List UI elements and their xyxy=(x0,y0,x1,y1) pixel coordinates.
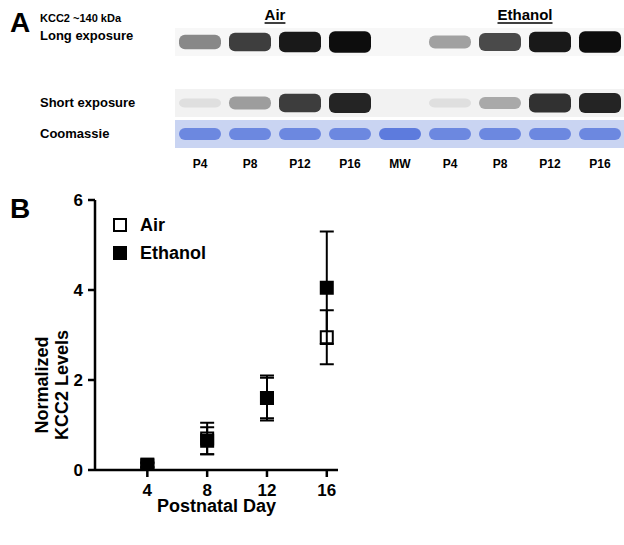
band xyxy=(529,32,571,53)
error-cap xyxy=(200,426,214,428)
error-cap xyxy=(260,375,274,377)
legend-marker xyxy=(114,219,126,231)
band xyxy=(579,93,621,113)
lane-label: P8 xyxy=(243,157,258,171)
band xyxy=(179,128,221,140)
error-cap xyxy=(320,363,334,365)
y-tick xyxy=(88,199,95,202)
error-bar xyxy=(200,427,214,454)
band xyxy=(579,128,621,140)
group-title: Ethanol xyxy=(498,6,553,23)
band xyxy=(579,31,621,52)
band xyxy=(429,36,471,49)
lane-label: MW xyxy=(389,157,411,171)
x-tick-label: 16 xyxy=(317,481,336,500)
point xyxy=(141,460,153,471)
legend: Air Ethanol xyxy=(114,215,206,263)
y-tick-label: 2 xyxy=(74,371,83,390)
band xyxy=(429,98,471,107)
error-cap xyxy=(320,231,334,233)
band xyxy=(229,33,271,52)
error-cap xyxy=(200,422,214,424)
y-axis xyxy=(94,200,97,470)
lane-label: P16 xyxy=(339,157,361,171)
lane-label: P4 xyxy=(193,157,208,171)
panel-label: B xyxy=(10,193,30,224)
error-cap xyxy=(200,453,214,455)
point xyxy=(261,392,273,404)
blot-strip xyxy=(175,28,624,56)
legend-label: Air xyxy=(140,215,165,235)
error-cap xyxy=(320,343,334,345)
x-tick-label: 4 xyxy=(143,481,153,500)
band xyxy=(229,128,271,140)
error-cap xyxy=(260,420,274,422)
point xyxy=(261,392,273,404)
band xyxy=(329,128,371,140)
y-tick xyxy=(88,289,95,292)
x-tick xyxy=(326,470,329,477)
group-underline xyxy=(265,22,286,24)
band xyxy=(179,35,221,49)
group-title: Air xyxy=(265,6,286,23)
lane-label: P4 xyxy=(443,157,458,171)
point xyxy=(141,459,153,470)
band xyxy=(179,98,221,107)
point xyxy=(321,282,333,294)
series xyxy=(140,310,333,470)
error-cap xyxy=(200,453,214,455)
x-axis-label: Postnatal Day xyxy=(157,496,276,516)
band xyxy=(479,128,521,140)
band xyxy=(429,128,471,140)
y-tick-label: 4 xyxy=(74,281,84,300)
x-tick xyxy=(206,470,209,477)
band xyxy=(379,128,421,140)
blot-strip xyxy=(175,120,624,148)
series xyxy=(140,232,333,471)
x-axis xyxy=(95,469,338,472)
error-bar xyxy=(200,423,214,455)
legend-marker xyxy=(114,247,126,259)
y-axis-label: Normalized xyxy=(32,336,52,433)
band xyxy=(329,93,371,113)
lane-label: P12 xyxy=(289,157,311,171)
lane-label: P8 xyxy=(493,157,508,171)
plot-area xyxy=(140,232,333,471)
row-label: Coomassie xyxy=(40,126,109,141)
blot-strip xyxy=(175,89,624,117)
point xyxy=(201,435,213,447)
band xyxy=(279,32,321,53)
y-tick-label: 6 xyxy=(74,191,83,210)
y-axis-label: KCC2 Levels xyxy=(52,330,72,440)
row-label: Long exposure xyxy=(40,28,133,43)
error-bar xyxy=(320,232,334,345)
band xyxy=(529,128,571,140)
band xyxy=(329,31,371,52)
legend-label: Ethanol xyxy=(140,243,206,263)
row-label: Short exposure xyxy=(40,95,135,110)
lane-label: P12 xyxy=(539,157,561,171)
figure: A KCC2 ~140 kDa Air Ethanol Long exposure Sho… xyxy=(0,0,624,545)
y-tick xyxy=(88,379,95,382)
panel-b: B0246481216Postnatal DayNormalizedKCC2 L… xyxy=(10,191,338,516)
x-tick xyxy=(146,470,149,477)
x-tick xyxy=(266,470,269,477)
y-tick xyxy=(88,469,95,472)
panel-label: A xyxy=(10,7,30,38)
protein-label: KCC2 ~140 kDa xyxy=(40,12,122,24)
band xyxy=(229,97,271,110)
y-tick-label: 0 xyxy=(74,461,83,480)
band xyxy=(479,97,521,109)
band xyxy=(529,93,571,112)
group-underline xyxy=(498,22,553,24)
band xyxy=(479,33,521,51)
error-bar xyxy=(260,376,274,421)
panel-a: A KCC2 ~140 kDa Air Ethanol Long exposure Sho… xyxy=(10,6,624,171)
lane-label: P16 xyxy=(589,157,611,171)
band xyxy=(279,128,321,140)
band xyxy=(279,94,321,113)
